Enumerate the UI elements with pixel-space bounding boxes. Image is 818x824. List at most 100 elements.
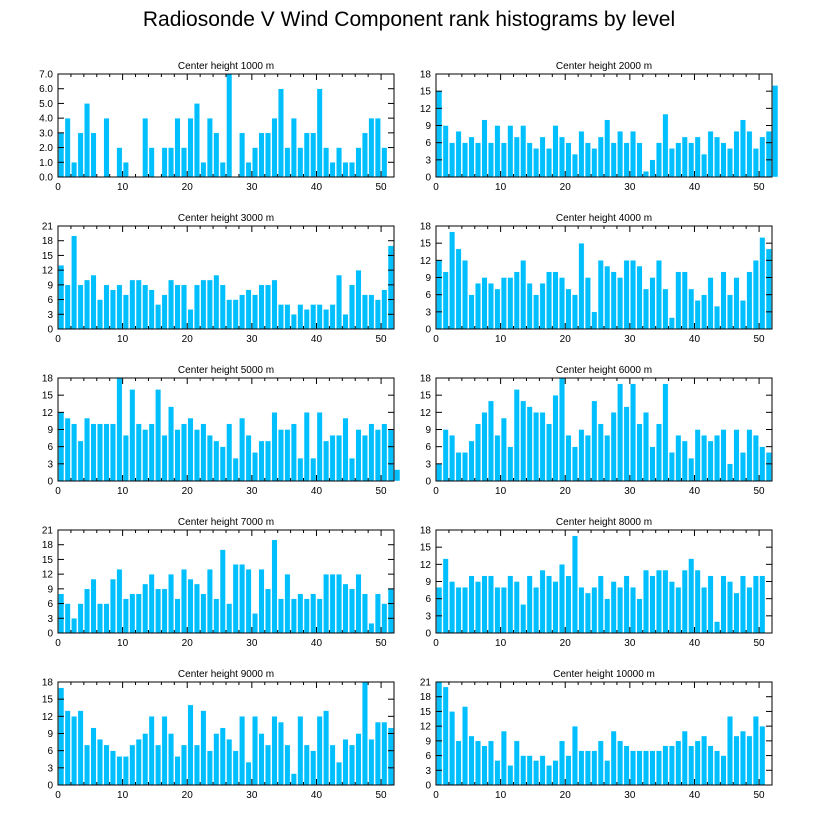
- panel-3-bar: [161, 294, 168, 330]
- panel-4-bar: [500, 277, 507, 330]
- panel-5-xtick-label: 10: [117, 486, 129, 497]
- panel-8-ytick-label: 0: [425, 629, 431, 640]
- panel-2-bar: [559, 136, 565, 178]
- panel-1-ytick-label: 5.0: [39, 99, 53, 110]
- panel-8-bar: [623, 575, 630, 634]
- panel-1-bar: [77, 132, 84, 178]
- panel-4-title: Center height 4000 m: [556, 213, 652, 224]
- panel-9-bar: [239, 716, 246, 786]
- panel-6-bar: [584, 435, 591, 482]
- panel-6-bar: [500, 417, 507, 482]
- panel-5-bar: [116, 377, 123, 482]
- panel-1-bar: [316, 88, 323, 178]
- panel-5-xtick-label: 30: [246, 486, 258, 497]
- panel-1-bar: [361, 132, 368, 178]
- panel-1-bar: [252, 147, 259, 178]
- panel-2-bar: [739, 119, 746, 178]
- panel-4-bar: [604, 265, 611, 330]
- panel-6-bar: [643, 412, 649, 482]
- panel-3-bar: [142, 284, 149, 330]
- panel-4-bar: [765, 248, 772, 330]
- panel-9-bar: [135, 739, 142, 786]
- panel-7-bar: [193, 583, 200, 634]
- panel-1-ytick-label: 2.0: [39, 143, 53, 154]
- panel-5-bar: [161, 435, 168, 482]
- panel-3-ytick-label: 15: [42, 251, 54, 262]
- panel-1-ytick-label: 6.0: [39, 84, 53, 95]
- panel-7-bar: [77, 603, 84, 634]
- panel-9-bar: [284, 744, 291, 786]
- panel-1-bar: [277, 88, 284, 178]
- panel-7-xtick-label: 40: [311, 638, 323, 649]
- panel-8-ytick-label: 3: [425, 611, 431, 622]
- panel-9-ytick-label: 3: [47, 763, 53, 774]
- panel-4-bar: [733, 277, 740, 330]
- panel-3-bar: [303, 309, 310, 330]
- panel-1-bar: [116, 147, 123, 178]
- panel-8-title: Center height 8000 m: [556, 517, 652, 528]
- panel-1-xtick-label: 40: [311, 182, 323, 193]
- panel-9-bar: [232, 750, 239, 786]
- panel-10-ytick-label: 21: [420, 678, 432, 689]
- panel-8-bar: [714, 621, 721, 634]
- panel-2-bar: [707, 131, 714, 178]
- panel-3-bar: [245, 289, 252, 330]
- panel-10-bar: [513, 740, 520, 786]
- panel-1-title: Center height 1000 m: [178, 61, 274, 72]
- panel-5-bar: [181, 423, 187, 482]
- panel-8-bar: [655, 569, 662, 634]
- panel-2-bar: [720, 142, 727, 178]
- panel-4-bar: [481, 277, 488, 330]
- panel-2-bar: [475, 142, 481, 178]
- panel-5-bar: [206, 435, 213, 482]
- panel-1-bar: [84, 103, 91, 178]
- panel-5-bar: [284, 429, 291, 482]
- panel-9-bar: [161, 716, 168, 786]
- panel-9-bar: [361, 681, 368, 786]
- panel-2-bar: [675, 142, 682, 178]
- panel-9-bar: [271, 716, 278, 786]
- figure-title: Radiosonde V Wind Component rank histogr…: [142, 8, 676, 31]
- panel-10-xtick-label: 50: [754, 790, 766, 801]
- panel-3-xtick-label: 10: [117, 334, 129, 345]
- panel-5-bar: [226, 423, 233, 482]
- panel-10-bar: [630, 750, 637, 786]
- panel-5-title: Center height 5000 m: [178, 365, 274, 376]
- panel-4-bar: [487, 283, 494, 330]
- panel-7-bar: [200, 593, 207, 634]
- panel-2-ytick-label: 18: [420, 70, 432, 81]
- panel-8-bar: [526, 575, 533, 634]
- panel-10-bar: [752, 716, 759, 786]
- panel-4-bar: [552, 271, 559, 330]
- panel-2-bar: [597, 136, 604, 178]
- panel-2-bar: [552, 125, 559, 178]
- panel-3-bar: [290, 314, 297, 330]
- panel-10-bar: [649, 750, 656, 786]
- panel-2-xtick-label: 40: [689, 182, 701, 193]
- panel-2-bar: [643, 171, 649, 178]
- panel-7-bar: [161, 588, 168, 634]
- panel-8-bar: [591, 587, 598, 634]
- panel-10-bar: [675, 740, 682, 786]
- panel-4-ytick-label: 9: [425, 273, 431, 284]
- panel-7-bar: [187, 578, 194, 634]
- panel-8-bar: [546, 575, 553, 634]
- panel-1-ytick-label: 3.0: [39, 128, 53, 139]
- panel-2-bar: [513, 136, 520, 178]
- panel-2-bar: [487, 142, 494, 178]
- panel-6-bar: [494, 435, 501, 482]
- panel-5-xtick-label: 0: [55, 486, 61, 497]
- panel-8-bar: [597, 575, 604, 634]
- panel-4-xtick-label: 20: [560, 334, 572, 345]
- panel-7-bar: [349, 588, 355, 634]
- panel-6-xtick-label: 30: [624, 486, 636, 497]
- panel-9-ytick-label: 9: [47, 729, 53, 740]
- panel-4-bar: [662, 288, 669, 330]
- panel-1-bar: [245, 162, 252, 178]
- panel-6-bar: [552, 394, 559, 482]
- panel-5-bar: [239, 417, 246, 482]
- panel-7-bar: [219, 549, 226, 634]
- panel-7-bar: [329, 573, 336, 634]
- panel-9-bar: [116, 756, 123, 786]
- panel-5-bar: [148, 423, 155, 482]
